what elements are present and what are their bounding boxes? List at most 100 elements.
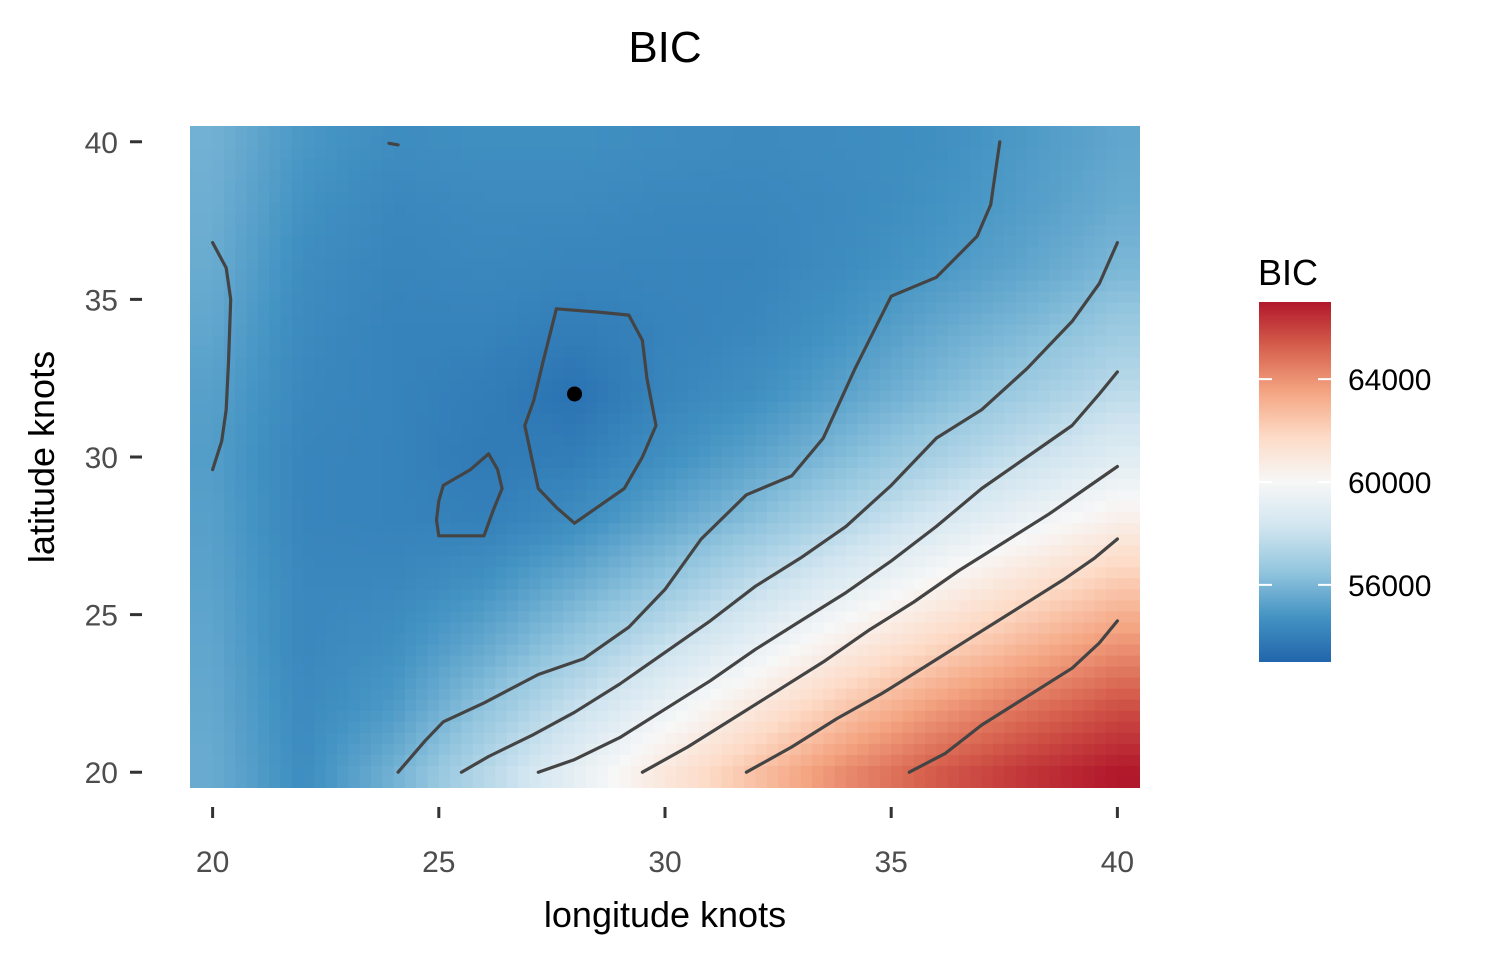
heatmap-cell bbox=[370, 721, 383, 734]
heatmap-cell bbox=[698, 137, 711, 149]
heatmap-cell bbox=[461, 721, 474, 734]
heatmap-cell bbox=[506, 346, 519, 359]
heatmap-cell bbox=[1038, 534, 1051, 546]
heatmap-cell bbox=[891, 181, 904, 193]
heatmap-cell bbox=[845, 512, 858, 524]
heatmap-cell bbox=[732, 192, 745, 204]
heatmap-cell bbox=[517, 291, 530, 304]
heatmap-cell bbox=[484, 655, 496, 668]
heatmap-cell bbox=[1060, 126, 1073, 138]
heatmap-cell bbox=[800, 699, 813, 712]
heatmap-cell bbox=[778, 512, 791, 524]
heatmap-cell bbox=[461, 710, 474, 723]
heatmap-cell bbox=[947, 710, 960, 723]
heatmap-cell bbox=[1060, 468, 1073, 480]
heatmap-cell bbox=[1072, 611, 1085, 624]
heatmap-cell bbox=[778, 644, 791, 657]
heatmap-cell bbox=[1015, 567, 1028, 579]
heatmap-cell bbox=[845, 313, 858, 326]
heatmap-cell bbox=[744, 148, 757, 160]
heatmap-cell bbox=[665, 732, 677, 745]
heatmap-cell bbox=[585, 567, 598, 579]
heatmap-cell bbox=[721, 721, 734, 734]
heatmap-cell bbox=[891, 313, 904, 326]
heatmap-cell bbox=[653, 401, 666, 414]
heatmap-cell bbox=[721, 457, 734, 469]
heatmap-cell bbox=[834, 313, 847, 326]
heatmap-cell bbox=[755, 291, 768, 304]
heatmap-cell bbox=[1015, 622, 1028, 635]
heatmap-cell bbox=[1128, 710, 1140, 723]
heatmap-cell bbox=[959, 324, 971, 337]
heatmap-cell bbox=[325, 302, 338, 315]
heatmap-cell bbox=[506, 247, 519, 259]
heatmap-cell bbox=[721, 512, 734, 524]
heatmap-cell bbox=[1117, 611, 1130, 624]
heatmap-cell bbox=[698, 302, 711, 315]
heatmap-cell bbox=[676, 666, 689, 679]
heatmap-cell bbox=[348, 776, 361, 788]
heatmap-cell bbox=[337, 589, 349, 602]
heatmap-cell bbox=[687, 622, 700, 635]
heatmap-cell bbox=[246, 501, 259, 513]
heatmap-cell bbox=[585, 258, 598, 271]
heatmap-cell bbox=[1038, 754, 1051, 767]
heatmap-cell bbox=[1072, 126, 1085, 138]
heatmap-cell bbox=[676, 170, 689, 182]
heatmap-cell bbox=[223, 269, 236, 282]
heatmap-cell bbox=[257, 335, 270, 348]
heatmap-cell bbox=[1038, 423, 1051, 436]
heatmap-cell bbox=[744, 181, 757, 193]
heatmap-cell bbox=[608, 346, 621, 359]
heatmap-cell bbox=[223, 699, 236, 712]
heatmap-cell bbox=[732, 368, 745, 381]
heatmap-cell bbox=[506, 699, 519, 712]
heatmap-cell bbox=[800, 655, 813, 668]
heatmap-cell bbox=[789, 567, 802, 579]
heatmap-cell bbox=[359, 589, 372, 602]
heatmap-cell bbox=[1004, 445, 1017, 458]
heatmap-cell bbox=[1094, 401, 1107, 414]
heatmap-cell bbox=[778, 567, 791, 579]
heatmap-cell bbox=[1060, 655, 1073, 668]
heatmap-cell bbox=[359, 335, 372, 348]
heatmap-cell bbox=[823, 357, 836, 370]
heatmap-cell bbox=[789, 258, 802, 271]
heatmap-cell bbox=[450, 743, 463, 756]
heatmap-cell bbox=[280, 280, 293, 293]
heatmap-cell bbox=[698, 589, 711, 602]
heatmap-cell bbox=[1004, 225, 1017, 237]
heatmap-cell bbox=[879, 699, 892, 712]
heatmap-cell bbox=[608, 247, 621, 259]
heatmap-cell bbox=[517, 765, 530, 778]
heatmap-cell bbox=[551, 181, 564, 193]
heatmap-cell bbox=[190, 556, 202, 568]
heatmap-cell bbox=[721, 479, 734, 491]
heatmap-cell bbox=[337, 236, 349, 248]
heatmap-cell bbox=[201, 589, 214, 602]
heatmap-cell bbox=[246, 258, 259, 271]
heatmap-cell bbox=[1049, 655, 1062, 668]
heatmap-cell bbox=[404, 688, 417, 701]
heatmap-cell bbox=[382, 313, 395, 326]
heatmap-cell bbox=[1015, 589, 1028, 602]
heatmap-cell bbox=[902, 490, 915, 502]
heatmap-cell bbox=[201, 655, 214, 668]
heatmap-cell bbox=[1094, 677, 1107, 690]
heatmap-cell bbox=[597, 126, 610, 138]
heatmap-cell bbox=[936, 523, 949, 535]
heatmap-cell bbox=[246, 468, 259, 480]
heatmap-cell bbox=[348, 732, 361, 745]
heatmap-cell bbox=[812, 732, 824, 745]
heatmap-cell bbox=[710, 225, 723, 237]
heatmap-cell bbox=[551, 677, 564, 690]
heatmap-cell bbox=[1106, 765, 1118, 778]
heatmap-cell bbox=[631, 412, 643, 425]
heatmap-cell bbox=[619, 247, 632, 259]
heatmap-cell bbox=[359, 126, 372, 138]
heatmap-cell bbox=[1094, 346, 1107, 359]
heatmap-cell bbox=[1026, 479, 1039, 491]
heatmap-cell bbox=[551, 545, 564, 557]
heatmap-cell bbox=[235, 247, 248, 259]
heatmap-cell bbox=[1038, 236, 1051, 248]
